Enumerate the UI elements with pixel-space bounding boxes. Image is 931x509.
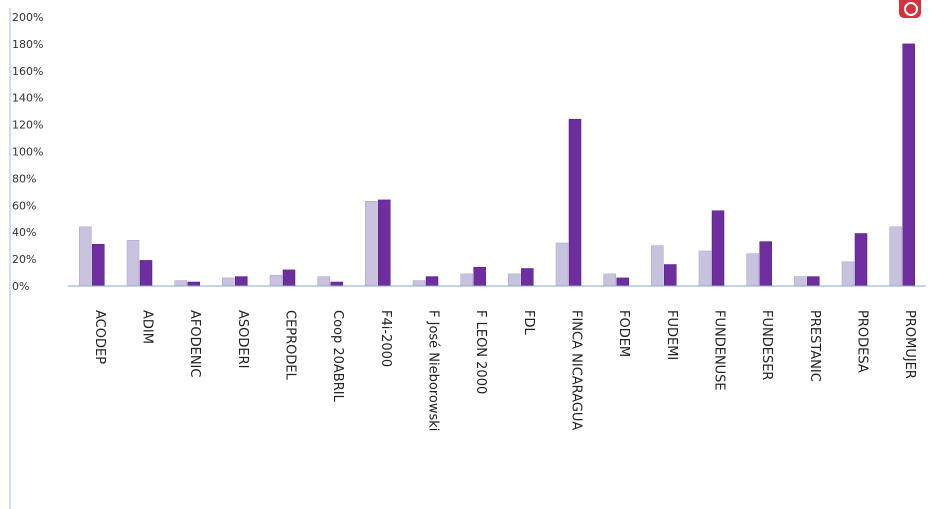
- bar-series-2: [711, 210, 725, 287]
- x-category-label: FUNDENUSE: [712, 310, 727, 391]
- x-category-label: Coop 20ABRIL: [330, 310, 345, 403]
- bar-series-2: [330, 281, 343, 287]
- x-category-label: FODEM: [616, 310, 631, 357]
- bar-series-1: [794, 276, 807, 287]
- bar-series-2: [854, 233, 868, 287]
- bar-series-1: [889, 226, 902, 287]
- x-category-label: F4i-2000: [378, 310, 393, 367]
- bar-series-1: [79, 226, 92, 287]
- bar-series-2: [759, 241, 772, 287]
- x-category-label: F LEON 2000: [473, 310, 488, 394]
- x-category-label: FDL: [521, 310, 536, 335]
- y-tick-label: 0%: [12, 280, 29, 293]
- bar-series-2: [568, 118, 582, 287]
- y-tick-label: 160%: [12, 65, 43, 78]
- x-category-label: FINCA NICARAGUA: [569, 310, 584, 430]
- bar-series-1: [651, 245, 664, 287]
- bar-series-1: [746, 253, 759, 287]
- y-tick-label: 120%: [12, 119, 43, 132]
- bar-series-2: [902, 43, 915, 287]
- bar-series-1: [460, 273, 473, 287]
- y-tick-label: 200%: [12, 11, 43, 24]
- bar-series-1: [555, 242, 569, 287]
- y-tick-label: 140%: [12, 92, 43, 105]
- bar-series-2: [473, 266, 486, 287]
- bar-series-2: [616, 277, 629, 287]
- record-icon[interactable]: [899, 0, 921, 18]
- bar-series-2: [807, 276, 820, 287]
- bar-series-1: [317, 276, 330, 287]
- y-axis-ticks: 0% 20% 40% 60% 80% 100% 120% 140% 160% 180% 200%: [12, 11, 43, 293]
- bar-series-2: [187, 281, 200, 287]
- bar-series-2: [425, 276, 439, 287]
- bar-series-1: [222, 277, 235, 287]
- bar-series-2: [235, 276, 248, 287]
- bar-series-1: [508, 273, 521, 287]
- bar-series-1: [603, 273, 616, 287]
- x-category-label: ADIM: [140, 310, 155, 344]
- bar-series-1: [174, 280, 187, 287]
- bars-group: [79, 43, 915, 287]
- y-tick-label: 40%: [12, 226, 36, 239]
- y-tick-label: 20%: [12, 253, 36, 266]
- bar-series-2: [378, 199, 391, 287]
- bar-series-2: [92, 244, 105, 287]
- x-category-label: F José Nieborowski: [426, 310, 441, 431]
- x-category-label: PRESTANIC: [807, 310, 822, 382]
- x-axis-labels: ACODEP ADIM AFODENIC ASODERI CEPRODEL Coop 20…: [92, 310, 917, 431]
- y-tick-label: 80%: [12, 172, 36, 185]
- bar-series-1: [698, 250, 712, 287]
- x-category-label: FUNDESER: [759, 310, 774, 380]
- bar-series-2: [521, 268, 534, 287]
- x-category-label: ACODEP: [92, 310, 107, 364]
- bar-series-1: [365, 201, 378, 287]
- bar-series-1: [269, 274, 283, 287]
- y-tick-label: 100%: [12, 146, 43, 159]
- bar-series-1: [841, 261, 855, 287]
- x-category-label: CEPRODEL: [283, 310, 298, 381]
- y-tick-label: 60%: [12, 199, 36, 212]
- bar-series-2: [282, 269, 296, 287]
- x-category-label: PRODESA: [855, 310, 870, 373]
- x-category-label: PROMUJER: [902, 310, 917, 379]
- x-category-label: ASODERI: [235, 310, 250, 368]
- bar-series-1: [412, 280, 426, 287]
- bar-series-2: [139, 260, 153, 287]
- bar-series-2: [664, 264, 677, 287]
- y-tick-label: 180%: [12, 38, 43, 51]
- x-category-label: AFODENIC: [187, 310, 202, 377]
- x-category-label: FUDEMI: [664, 310, 679, 360]
- bar-series-1: [126, 240, 140, 287]
